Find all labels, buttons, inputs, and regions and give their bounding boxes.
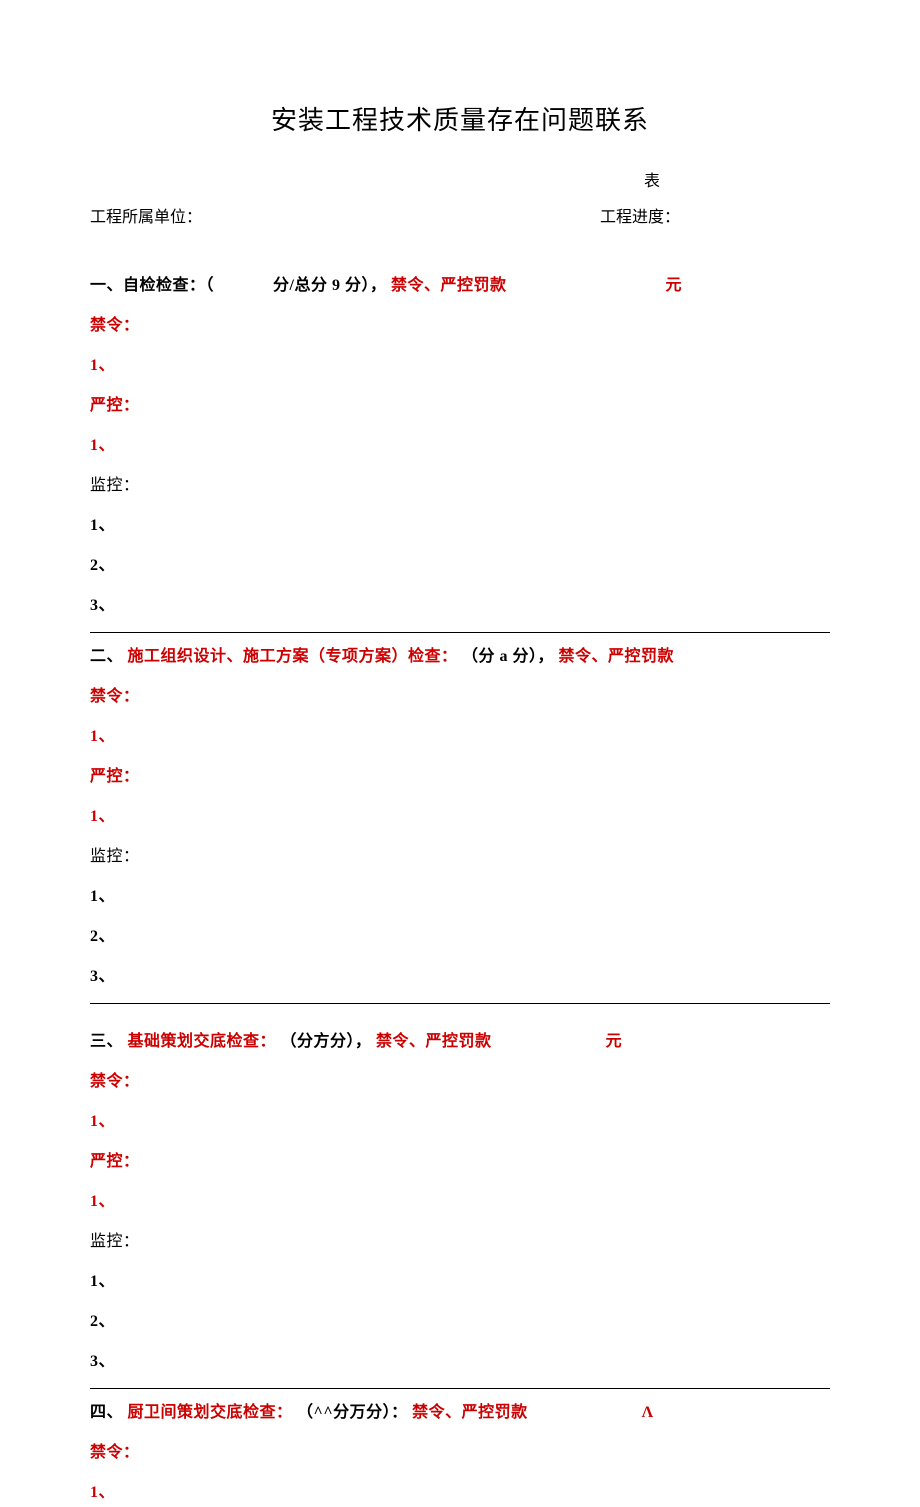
s4-prefix: 四、 [90,1404,123,1421]
s3-jinling-1: 1、 [90,1108,830,1136]
s4-title: 厨卫间策划交底检查： [128,1404,293,1421]
section1-header: 一、自检检查：（ 分/总分 9 分）， 禁令、严控罚款 元 [90,272,830,300]
header-right: 工程进度： [600,203,680,227]
s1-yankong-label: 严控： [90,392,830,420]
s1-yankong-1: 1、 [90,432,830,460]
s1-yuan: 元 [665,277,682,294]
s1-prefix: 一、自检检查：（ [90,277,214,294]
s2-jiankong-label: 监控： [90,843,830,871]
s2-score: （分 a 分）， [462,648,554,665]
s1-jk1: 1、 [90,512,830,540]
s1-jinling-label: 禁令： [90,312,830,340]
s2-jk3: 3、 [90,963,830,991]
s1-jk3: 3、 [90,592,830,620]
header-left: 工程所属单位： [90,203,202,227]
table-label: 表 [90,167,830,191]
s1-mid: 分/总分 9 分）， [273,277,386,294]
s3-yankong-label: 严控： [90,1148,830,1176]
s1-jk2: 2、 [90,552,830,580]
s3-jinling-label: 禁令： [90,1068,830,1096]
s1-jiankong-label: 监控： [90,472,830,500]
s2-jinling-1: 1、 [90,723,830,751]
s4-jinling-1: 1、 [90,1479,830,1507]
section4-header: 四、 厨卫间策划交底检查： （^^分万分）： 禁令、严控罚款 Λ [90,1399,830,1427]
s3-yuan: 元 [606,1033,623,1050]
s4-penalty: 禁令、严控罚款 [412,1404,528,1421]
s3-jiankong-label: 监控： [90,1228,830,1256]
s3-penalty: 禁令、严控罚款 [376,1033,492,1050]
divider-1 [90,632,830,633]
divider-2 [90,1003,830,1004]
section2-header: 二、 施工组织设计、施工方案（专项方案）检查： （分 a 分）， 禁令、严控罚款 [90,643,830,671]
s2-title: 施工组织设计、施工方案（专项方案）检查： [128,648,458,665]
divider-3 [90,1388,830,1389]
s3-prefix: 三、 [90,1033,123,1050]
section3-header: 三、 基础策划交底检查： （分方分）， 禁令、严控罚款 元 [90,1028,830,1056]
s1-penalty: 禁令、严控罚款 [391,277,507,294]
s3-jk2: 2、 [90,1308,830,1336]
s2-yankong-1: 1、 [90,803,830,831]
s3-score: （分方分）， [281,1033,372,1050]
s1-jinling-1: 1、 [90,352,830,380]
s3-jk3: 3、 [90,1348,830,1376]
s2-jinling-label: 禁令： [90,683,830,711]
s4-score: （^^分万分）： [297,1404,408,1421]
s4-jinling-label: 禁令： [90,1439,830,1467]
s2-jk1: 1、 [90,883,830,911]
s4-symbol: Λ [642,1404,654,1421]
s3-jk1: 1、 [90,1268,830,1296]
s2-prefix: 二、 [90,648,123,665]
doc-title: 安装工程技术质量存在问题联系 [90,100,830,137]
s2-jk2: 2、 [90,923,830,951]
s3-title: 基础策划交底检查： [128,1033,277,1050]
s2-yankong-label: 严控： [90,763,830,791]
s3-yankong-1: 1、 [90,1188,830,1216]
s2-penalty: 禁令、严控罚款 [559,648,675,665]
header-row: 工程所属单位： 工程进度： [90,203,830,227]
